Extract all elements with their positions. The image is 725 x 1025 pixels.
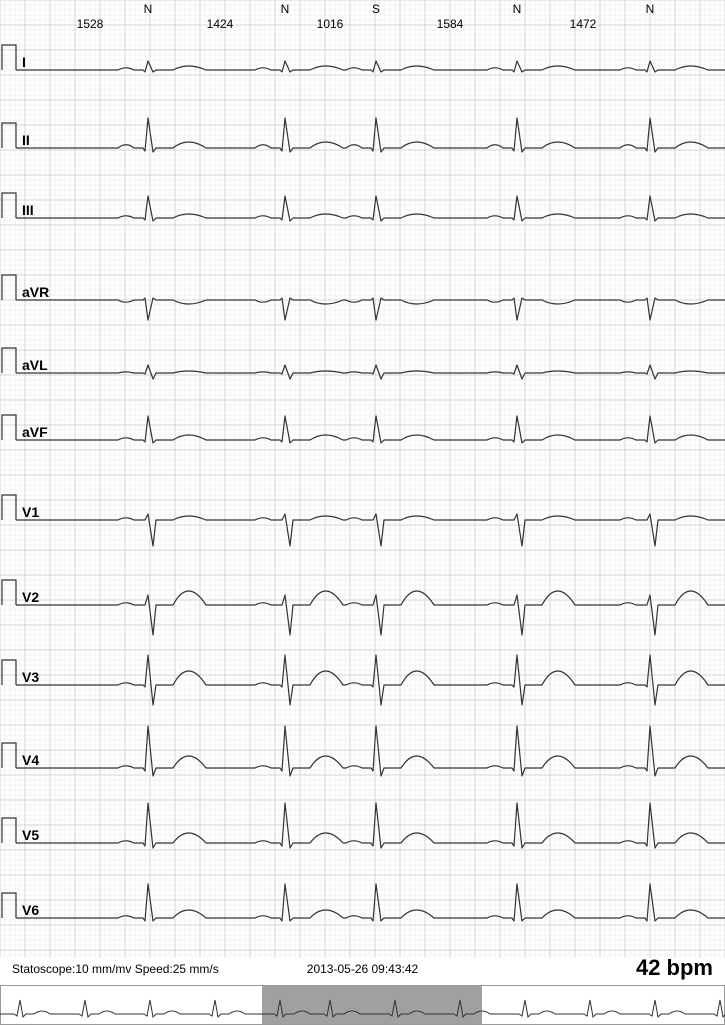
lead-I: I — [2, 45, 725, 72]
calibration-pulse — [2, 580, 16, 605]
lead-label: aVL — [22, 357, 48, 373]
lead-label: V6 — [22, 902, 39, 918]
lead-III: III — [2, 193, 725, 221]
calibration-pulse — [2, 743, 16, 768]
ecg-chart: NNSNN15281424101615841472IIIIIIaVRaVLaVF… — [0, 0, 725, 1025]
lead-label: aVR — [22, 284, 49, 300]
lead-label: V2 — [22, 589, 39, 605]
calibration-pulse — [2, 415, 16, 440]
rr-interval-label: 1584 — [437, 17, 464, 31]
footer-timestamp-label: 2013-05-26 09:43:42 — [307, 962, 419, 976]
rr-interval-label: 1472 — [570, 17, 597, 31]
footer-bpm-label: 42 bpm — [636, 955, 713, 980]
rr-interval-label: 1528 — [77, 17, 104, 31]
lead-V2: V2 — [2, 580, 725, 635]
lead-trace — [16, 591, 725, 635]
calibration-pulse — [2, 45, 16, 70]
lead-label: V3 — [22, 669, 39, 685]
calibration-pulse — [2, 275, 16, 300]
lead-aVL: aVL — [2, 348, 725, 379]
rr-interval-label: 1016 — [317, 17, 344, 31]
lead-trace — [16, 884, 725, 921]
rhythm-strip — [0, 986, 725, 1025]
lead-V1: V1 — [2, 495, 725, 546]
lead-V6: V6 — [2, 884, 725, 921]
calibration-pulse — [2, 818, 16, 843]
beat-type-label: N — [513, 2, 522, 16]
lead-label: I — [22, 54, 26, 70]
rhythm-strip-selection[interactable] — [262, 986, 482, 1024]
lead-trace — [16, 61, 725, 72]
calibration-pulse — [2, 123, 16, 148]
footer-settings-label: Statoscope:10 mm/mv Speed:25 mm/s — [12, 962, 219, 976]
calibration-pulse — [2, 495, 16, 520]
lead-label: V1 — [22, 504, 39, 520]
lead-label: II — [22, 132, 30, 148]
beat-type-label: S — [372, 2, 380, 16]
ecg-grid — [0, 0, 725, 958]
lead-label: III — [22, 202, 34, 218]
lead-aVR: aVR — [2, 275, 725, 320]
lead-trace — [16, 298, 725, 320]
lead-trace — [16, 726, 725, 776]
lead-V4: V4 — [2, 726, 725, 776]
beat-type-label: N — [646, 2, 655, 16]
beat-type-label: N — [144, 2, 153, 16]
beat-type-label: N — [281, 2, 290, 16]
lead-aVF: aVF — [2, 415, 725, 443]
calibration-pulse — [2, 660, 16, 685]
lead-label: aVF — [22, 424, 48, 440]
lead-trace — [16, 365, 725, 379]
calibration-pulse — [2, 193, 16, 218]
rr-interval-label: 1424 — [207, 17, 234, 31]
lead-label: V4 — [22, 752, 39, 768]
calibration-pulse — [2, 893, 16, 918]
lead-label: V5 — [22, 827, 39, 843]
calibration-pulse — [2, 348, 16, 373]
